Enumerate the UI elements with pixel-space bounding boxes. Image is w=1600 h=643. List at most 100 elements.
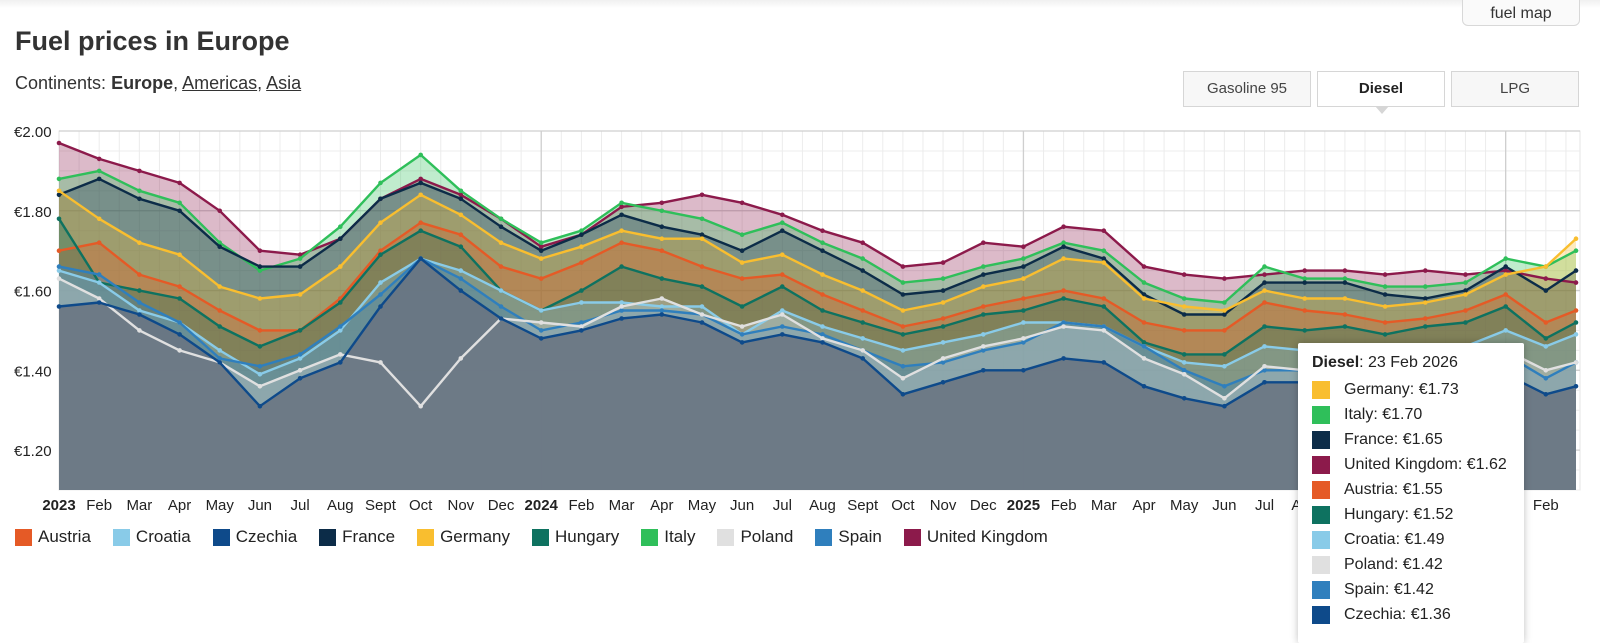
data-point-czechia — [217, 360, 222, 365]
data-point-spain — [56, 264, 62, 269]
tooltip-header: Diesel: 23 Feb 2026 — [1312, 354, 1458, 372]
legend-label: United Kingdom — [926, 527, 1048, 546]
data-point-spain — [378, 292, 383, 297]
tooltip-swatch — [1312, 431, 1330, 449]
data-point-hungary — [699, 284, 705, 289]
area-base — [59, 258, 1576, 490]
legend-item-spain[interactable]: Spain — [815, 527, 882, 547]
data-point-italy — [1222, 300, 1227, 305]
data-point-croatia — [56, 268, 62, 273]
legend-item-italy[interactable]: Italy — [641, 527, 695, 547]
data-point-spain — [338, 324, 343, 329]
data-point-france — [96, 176, 102, 182]
data-point-france — [297, 264, 303, 269]
data-point-spain — [1021, 340, 1026, 345]
legend-item-germany[interactable]: Germany — [417, 527, 510, 547]
legend-label: Spain — [838, 527, 882, 546]
legend-item-poland[interactable]: Poland — [717, 527, 793, 547]
data-point-austria — [257, 328, 263, 333]
data-point-france — [900, 292, 906, 297]
data-point-czechia — [297, 376, 303, 381]
data-point-united-kingdom — [56, 140, 62, 146]
diesel-price-chart[interactable]: €2.00 €1.80 €1.60 €1.40 €1.20 2023 Feb Mar Apr Ma… — [0, 115, 1600, 515]
data-point-germany — [1543, 264, 1549, 269]
data-point-hungary — [940, 324, 946, 329]
legend-item-france[interactable]: France — [319, 527, 395, 547]
data-point-united-kingdom — [820, 228, 825, 233]
data-point-france — [860, 268, 865, 273]
data-point-france — [1222, 312, 1227, 317]
data-point-austria — [418, 220, 424, 225]
data-point-united-kingdom — [1222, 276, 1227, 281]
data-point-germany — [820, 272, 825, 277]
data-point-croatia — [699, 304, 705, 309]
x-tick-label: Sept — [365, 497, 397, 514]
x-tick-label: Jul — [773, 497, 792, 514]
data-point-united-kingdom — [780, 212, 785, 218]
legend-item-austria[interactable]: Austria — [15, 527, 91, 547]
tooltip-row: Czechia: €1.36 — [1312, 605, 1451, 625]
tooltip-row: Hungary: €1.52 — [1312, 505, 1453, 525]
x-tick-label: May — [688, 497, 717, 514]
data-point-hungary — [860, 320, 865, 325]
data-point-italy — [96, 168, 102, 174]
data-point-spain — [579, 320, 584, 325]
tab-gasoline-95[interactable]: Gasoline 95 — [1183, 71, 1311, 107]
data-point-italy — [820, 240, 825, 245]
data-point-czechia — [940, 380, 946, 385]
legend-item-croatia[interactable]: Croatia — [112, 527, 191, 547]
data-point-germany — [1141, 296, 1147, 301]
fuel-map-button[interactable]: fuel map — [1462, 0, 1580, 26]
tooltip-row: United Kingdom: €1.62 — [1312, 455, 1507, 475]
data-point-poland — [458, 356, 464, 361]
data-point-france — [1302, 280, 1307, 285]
legend-item-czechia[interactable]: Czechia — [212, 527, 297, 547]
data-point-hungary — [820, 308, 825, 313]
data-point-austria — [1573, 308, 1579, 313]
legend-label: Croatia — [135, 527, 191, 546]
data-point-poland — [579, 324, 584, 329]
legend-item-united-kingdom[interactable]: United Kingdom — [903, 527, 1048, 547]
data-point-czechia — [579, 328, 584, 333]
tooltip-row-label: Italy: €1.70 — [1344, 406, 1423, 423]
data-point-austria — [56, 248, 62, 253]
y-tick-label: €1.20 — [14, 443, 52, 460]
data-point-united-kingdom — [1342, 268, 1348, 273]
legend-item-hungary[interactable]: Hungary — [532, 527, 619, 547]
data-point-croatia — [860, 336, 865, 341]
x-tick-label: Aug — [809, 497, 836, 514]
data-point-czechia — [257, 403, 263, 409]
data-point-italy — [538, 240, 544, 245]
data-point-poland — [1181, 372, 1187, 377]
tooltip-row-label: Austria: €1.55 — [1344, 481, 1443, 498]
data-point-germany — [579, 244, 584, 249]
data-point-czechia — [1543, 392, 1549, 397]
data-point-germany — [96, 216, 102, 222]
data-point-croatia — [900, 348, 906, 353]
x-tick-label: Apr — [168, 497, 191, 514]
data-point-poland — [699, 312, 705, 317]
continent-selector: Continents: Europe, Americas, Asia — [15, 73, 302, 93]
data-point-poland — [56, 276, 62, 281]
continent-link-asia[interactable]: Asia — [266, 73, 302, 93]
continent-link-americas[interactable]: Americas — [182, 73, 258, 93]
data-point-croatia — [297, 356, 303, 361]
x-tick-label: Nov — [930, 497, 957, 514]
data-point-austria — [378, 248, 383, 253]
tab-diesel[interactable]: Diesel — [1317, 71, 1445, 114]
data-point-italy — [137, 188, 142, 194]
data-point-austria — [659, 248, 665, 253]
x-tick-label: Mar — [609, 497, 635, 514]
data-point-spain — [297, 352, 303, 357]
data-point-czechia — [96, 300, 102, 305]
x-tick-label: Nov — [448, 497, 475, 514]
tooltip-row: Italy: €1.70 — [1312, 405, 1422, 425]
data-point-united-kingdom — [981, 240, 986, 245]
data-point-italy — [257, 268, 263, 273]
data-point-germany — [780, 252, 785, 257]
data-point-austria — [137, 272, 142, 277]
x-tick-label: Aug — [327, 497, 354, 514]
data-point-spain — [137, 300, 142, 305]
tab-lpg[interactable]: LPG — [1451, 71, 1579, 107]
data-point-italy — [458, 188, 464, 194]
